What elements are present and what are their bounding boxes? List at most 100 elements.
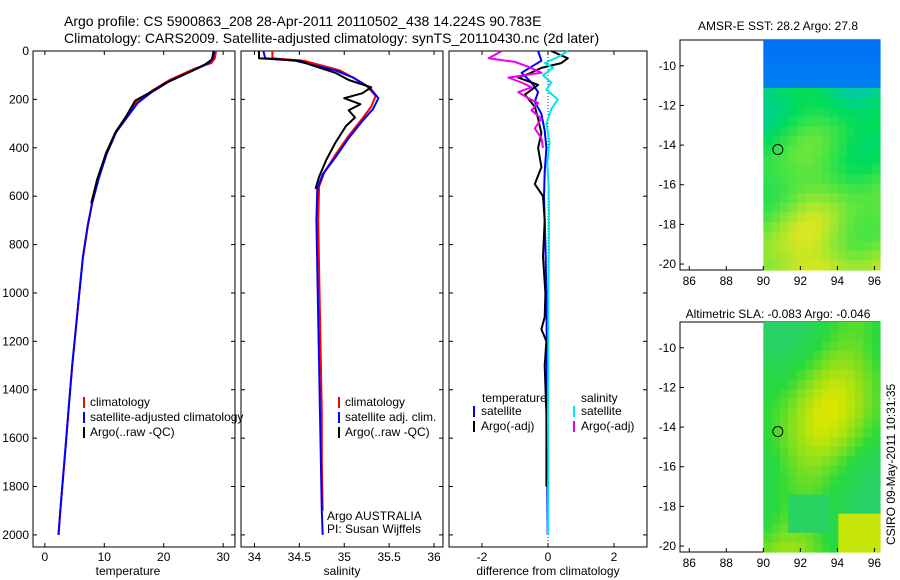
heatmap-cell [830,408,839,419]
series-line-satellite-adjusted-climatology [57,50,216,535]
heatmap-cell [780,513,789,524]
heatmap-cell [838,350,848,361]
heatmap-cell [830,107,839,118]
heatmap-cell [813,341,823,352]
heatmap-cell [821,341,831,352]
heatmap-cell [780,504,789,515]
heatmap-cell [763,40,773,51]
heatmap-cell [863,389,873,400]
heatmap-cell [838,331,848,342]
heatmap-cell [763,155,773,166]
legend-label-climatology: climatology [345,395,405,409]
heatmap-cell [863,126,873,137]
heatmap-cell [771,68,781,79]
heatmap-cell [846,360,856,371]
heatmap-cell [863,145,873,156]
heatmap-cell [838,427,848,438]
heatmap-cell [846,341,856,352]
heatmap-cell [771,78,781,89]
heatmap-cell [805,250,814,262]
heatmap-cell [813,241,823,252]
heatmap-cell [871,523,881,534]
heatmap-cell [763,427,773,438]
heatmap-cell [821,369,831,381]
heatmap-cell [763,59,773,70]
heatmap-cell [796,408,806,419]
heatmap-cell [871,193,881,204]
heatmap-cell [855,523,864,534]
heatmap-cell [855,456,864,467]
heatmap-cell [821,504,831,515]
heatmap-cell [780,446,789,457]
heatmap-cell [846,331,856,342]
heatmap-cell [838,202,848,214]
heatmap-cell [838,465,848,476]
heatmap-cell [813,87,823,99]
heatmap-cell [813,369,823,381]
heatmap-cell [855,155,864,166]
heatmap-cell [821,456,831,467]
heatmap-cell [863,193,873,204]
heatmap-cell [763,369,773,381]
heatmap-cell [796,331,806,342]
series-line-satellite-adj-clim- [262,50,380,535]
heatmap-cell [796,350,806,361]
heatmap-cell [821,513,831,524]
heatmap-cell [771,250,781,262]
heatmap-cell [763,68,773,79]
y-tick-label: -12 [659,380,677,394]
heatmap-cell [871,446,881,457]
heatmap-cell [771,389,781,400]
heatmap-cell [771,465,781,476]
difference-legend: temperature salinity satellite Argo(-adj… [473,391,634,433]
heatmap-cell [763,379,773,390]
heatmap-cell [813,417,823,429]
heatmap-cell [871,398,881,409]
heatmap-cell [846,126,856,137]
legend-label-argo: Argo(..raw -QC) [90,425,175,439]
heatmap-cell [813,222,823,233]
heatmap-cell [796,542,806,553]
heatmap-cell [771,126,781,137]
heatmap-cell [821,532,831,544]
heatmap-cell [821,331,831,342]
heatmap-cell [830,183,839,194]
heatmap-cell [846,484,856,496]
heatmap-cell [788,212,798,223]
heatmap-cell [796,87,806,99]
heatmap-cell [788,408,798,419]
heatmap-cell [821,78,831,89]
heatmap-cell [863,341,873,352]
heatmap-cell [871,241,881,252]
heatmap-cell [780,360,789,371]
heatmap-cell [780,331,789,342]
heatmap-cell [805,369,814,381]
heatmap-cell [788,322,798,333]
heatmap-cell [871,174,881,185]
y-tick-label: 1200 [2,334,29,348]
heatmap-cell [763,398,773,409]
heatmap-cell [830,523,839,534]
heatmap-cell [838,484,848,496]
heatmap-cell [780,107,789,118]
heatmap-cell [871,389,881,400]
heatmap-cell [871,116,881,127]
heatmap-cell [821,484,831,496]
heatmap-cell [838,145,848,156]
heatmap-cell [813,126,823,137]
heatmap-cell [771,145,781,156]
heatmap-cell [871,126,881,137]
heatmap-cell [780,369,789,381]
heatmap-cell [821,241,831,252]
heatmap-cell [855,350,864,361]
heatmap-cell [846,155,856,166]
heatmap-cell [813,174,823,185]
argo-float-marker [772,426,784,438]
heatmap-cell [846,250,856,262]
heatmap-cell [805,494,814,505]
heatmap-cell [821,542,831,553]
x-tick-label: 20 [157,550,171,564]
heatmap-cell [813,212,823,223]
x-tick-label: -2 [477,550,488,564]
heatmap-cell [863,369,873,381]
